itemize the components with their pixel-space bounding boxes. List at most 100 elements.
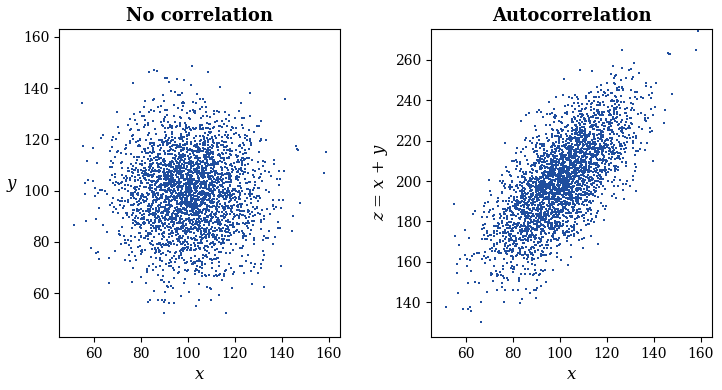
Point <box>586 152 598 158</box>
Point <box>179 246 191 253</box>
Point <box>599 167 610 173</box>
Point <box>537 183 549 189</box>
Point <box>206 217 217 223</box>
Point <box>165 240 177 246</box>
Point <box>169 250 180 257</box>
Point <box>199 211 211 217</box>
Point <box>131 191 143 197</box>
Point <box>219 227 231 234</box>
Point <box>149 197 161 203</box>
Point <box>192 145 204 152</box>
Point <box>606 103 617 109</box>
Point <box>248 194 260 200</box>
Point <box>584 198 596 204</box>
Point <box>579 126 591 132</box>
Point <box>200 261 212 267</box>
Point <box>557 177 568 183</box>
Point <box>469 278 480 285</box>
Point <box>557 158 568 164</box>
Point <box>180 190 191 196</box>
Point <box>565 223 577 229</box>
Point <box>225 206 237 213</box>
Point <box>526 250 537 256</box>
Point <box>211 237 222 243</box>
Point <box>155 218 167 224</box>
X-axis label: x: x <box>567 366 576 383</box>
Point <box>191 168 202 175</box>
Point <box>529 234 540 241</box>
Point <box>151 156 162 163</box>
Point <box>564 172 575 179</box>
Point <box>547 159 558 165</box>
Point <box>295 200 306 206</box>
Point <box>227 247 239 254</box>
Point <box>122 168 134 174</box>
Point <box>537 194 549 200</box>
Point <box>193 215 204 221</box>
Point <box>244 187 256 193</box>
Point <box>175 220 187 227</box>
Point <box>658 120 669 126</box>
Point <box>529 205 540 211</box>
Point <box>531 285 542 291</box>
Point <box>223 174 235 181</box>
Point <box>566 195 578 201</box>
Point <box>164 203 175 209</box>
Point <box>555 200 567 207</box>
Point <box>560 175 572 181</box>
Point <box>609 109 620 115</box>
Point <box>160 132 171 138</box>
Point <box>500 222 512 229</box>
Point <box>194 126 206 132</box>
Point <box>616 124 627 130</box>
Point <box>563 164 575 170</box>
Point <box>579 182 591 188</box>
Point <box>139 214 150 220</box>
Point <box>188 177 200 183</box>
Point <box>158 171 170 177</box>
Point <box>518 211 529 217</box>
Point <box>564 148 575 154</box>
Point <box>139 145 150 152</box>
Point <box>145 222 157 229</box>
Point <box>252 159 264 165</box>
Point <box>183 178 195 184</box>
Point <box>113 124 124 130</box>
Point <box>152 208 164 215</box>
Point <box>617 154 629 161</box>
Point <box>561 185 573 191</box>
Point <box>184 179 196 185</box>
Point <box>599 138 611 144</box>
Point <box>573 185 585 191</box>
Point <box>500 227 511 233</box>
Point <box>191 143 203 149</box>
Point <box>598 132 609 138</box>
Point <box>520 195 531 201</box>
Point <box>160 184 171 191</box>
Point <box>532 203 544 209</box>
Point <box>544 186 556 192</box>
Point <box>110 179 122 185</box>
Point <box>606 136 618 142</box>
Point <box>616 127 627 133</box>
Point <box>534 145 546 152</box>
Point <box>567 128 578 135</box>
Point <box>528 239 539 245</box>
Point <box>570 196 582 202</box>
Point <box>547 165 558 172</box>
Point <box>236 212 248 218</box>
Point <box>609 131 620 137</box>
Point <box>147 211 158 218</box>
Point <box>136 249 148 255</box>
Point <box>613 87 625 94</box>
Point <box>553 134 565 140</box>
Point <box>173 144 185 150</box>
Point <box>179 238 191 245</box>
Point <box>571 173 583 179</box>
Point <box>579 197 591 203</box>
Point <box>544 121 555 128</box>
Point <box>638 94 649 101</box>
Point <box>174 218 186 224</box>
Point <box>537 201 549 207</box>
Point <box>229 213 240 220</box>
